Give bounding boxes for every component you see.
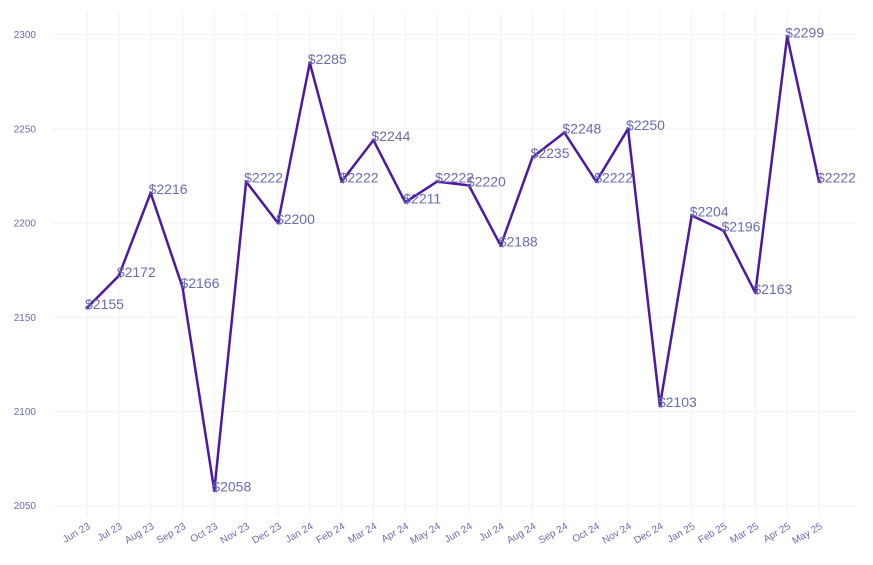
data-label: $2172 — [117, 264, 156, 280]
x-tick-label: Jan 24 — [284, 521, 316, 546]
x-tick-label: Jan 25 — [666, 521, 698, 546]
data-label: $2222 — [244, 170, 283, 186]
data-label: $2155 — [85, 296, 124, 312]
x-tick-label: Jun 24 — [443, 521, 475, 546]
data-label: $2211 — [403, 190, 441, 206]
data-label: $2250 — [626, 117, 665, 133]
y-tick-label: 2300 — [14, 30, 37, 41]
data-label: $2222 — [817, 170, 856, 186]
data-point — [658, 404, 662, 408]
data-label: $2196 — [722, 219, 761, 235]
x-tick-label: Oct 23 — [189, 521, 220, 545]
x-tick-label: Aug 24 — [505, 521, 538, 547]
data-label: $2222 — [435, 170, 474, 186]
x-tick-label: Sep 23 — [155, 521, 188, 547]
data-point — [785, 34, 789, 38]
data-point — [594, 180, 598, 184]
data-point — [180, 285, 184, 289]
data-label: $2248 — [562, 121, 601, 137]
x-tick-label: Mar 24 — [346, 521, 379, 546]
x-tick-label: Jul 24 — [478, 521, 507, 544]
data-point — [531, 155, 535, 159]
grid — [52, 12, 856, 517]
data-point — [817, 180, 821, 184]
data-label: $2222 — [340, 170, 379, 186]
data-point — [499, 244, 503, 248]
y-tick-label: 2150 — [14, 313, 37, 324]
x-tick-label: May 24 — [409, 521, 443, 547]
data-point — [690, 214, 694, 218]
data-point — [371, 138, 375, 142]
data-label: $2244 — [371, 128, 410, 144]
data-label: $2220 — [467, 173, 506, 189]
data-point — [626, 127, 630, 131]
x-tick-label: Nov 24 — [601, 521, 634, 547]
data-label: $2285 — [308, 51, 347, 67]
x-tick-label: Apr 24 — [380, 521, 411, 545]
data-label: $2166 — [180, 275, 219, 291]
data-label: $2188 — [499, 234, 538, 250]
data-point — [276, 221, 280, 225]
data-label: $2235 — [531, 145, 570, 161]
x-tick-label: May 25 — [791, 521, 825, 547]
x-tick-label: Feb 25 — [697, 521, 730, 546]
y-tick-label: 2250 — [14, 124, 37, 135]
x-tick-label: Apr 25 — [762, 521, 793, 545]
data-point — [753, 291, 757, 295]
x-tick-label: Feb 24 — [315, 521, 348, 546]
y-axis-ticks: 2050 2100 2150 2200 2250 2300 — [14, 30, 37, 512]
x-tick-label: Mar 25 — [728, 521, 761, 546]
data-point — [435, 180, 439, 184]
data-label: $2058 — [212, 479, 251, 495]
data-labels: $2155 $2172 $2216 $2166 $2058 $2222 $2200 $2285… — [85, 24, 856, 494]
x-tick-label: Dec 23 — [251, 521, 284, 547]
x-tick-label: Jun 23 — [61, 521, 93, 546]
data-point — [340, 180, 344, 184]
y-tick-label: 2100 — [14, 407, 37, 418]
data-label: $2216 — [149, 181, 188, 197]
x-tick-label: Dec 24 — [632, 521, 665, 547]
data-label: $2299 — [785, 24, 824, 40]
data-point — [212, 489, 216, 493]
data-point — [403, 200, 407, 204]
series-line — [86, 35, 821, 492]
data-point — [308, 61, 312, 65]
data-label: $2204 — [690, 204, 729, 220]
data-point — [117, 274, 121, 278]
data-point — [562, 131, 566, 135]
data-point — [85, 306, 89, 310]
y-tick-label: 2200 — [14, 219, 37, 230]
y-tick-label: 2050 — [14, 501, 37, 512]
data-point — [244, 180, 248, 184]
x-tick-label: Oct 24 — [571, 521, 602, 545]
x-tick-label: Aug 23 — [123, 521, 156, 547]
series-layer — [85, 34, 821, 493]
x-tick-label: Nov 23 — [219, 521, 252, 547]
data-label: $2103 — [658, 394, 697, 410]
x-tick-label: Jul 23 — [96, 521, 125, 544]
data-label: $2163 — [753, 281, 792, 297]
data-label: $2200 — [276, 211, 315, 227]
x-tick-label: Sep 24 — [537, 521, 570, 547]
data-point — [149, 191, 153, 195]
data-point — [722, 229, 726, 233]
data-label: $2222 — [594, 170, 633, 186]
data-point — [467, 183, 471, 187]
